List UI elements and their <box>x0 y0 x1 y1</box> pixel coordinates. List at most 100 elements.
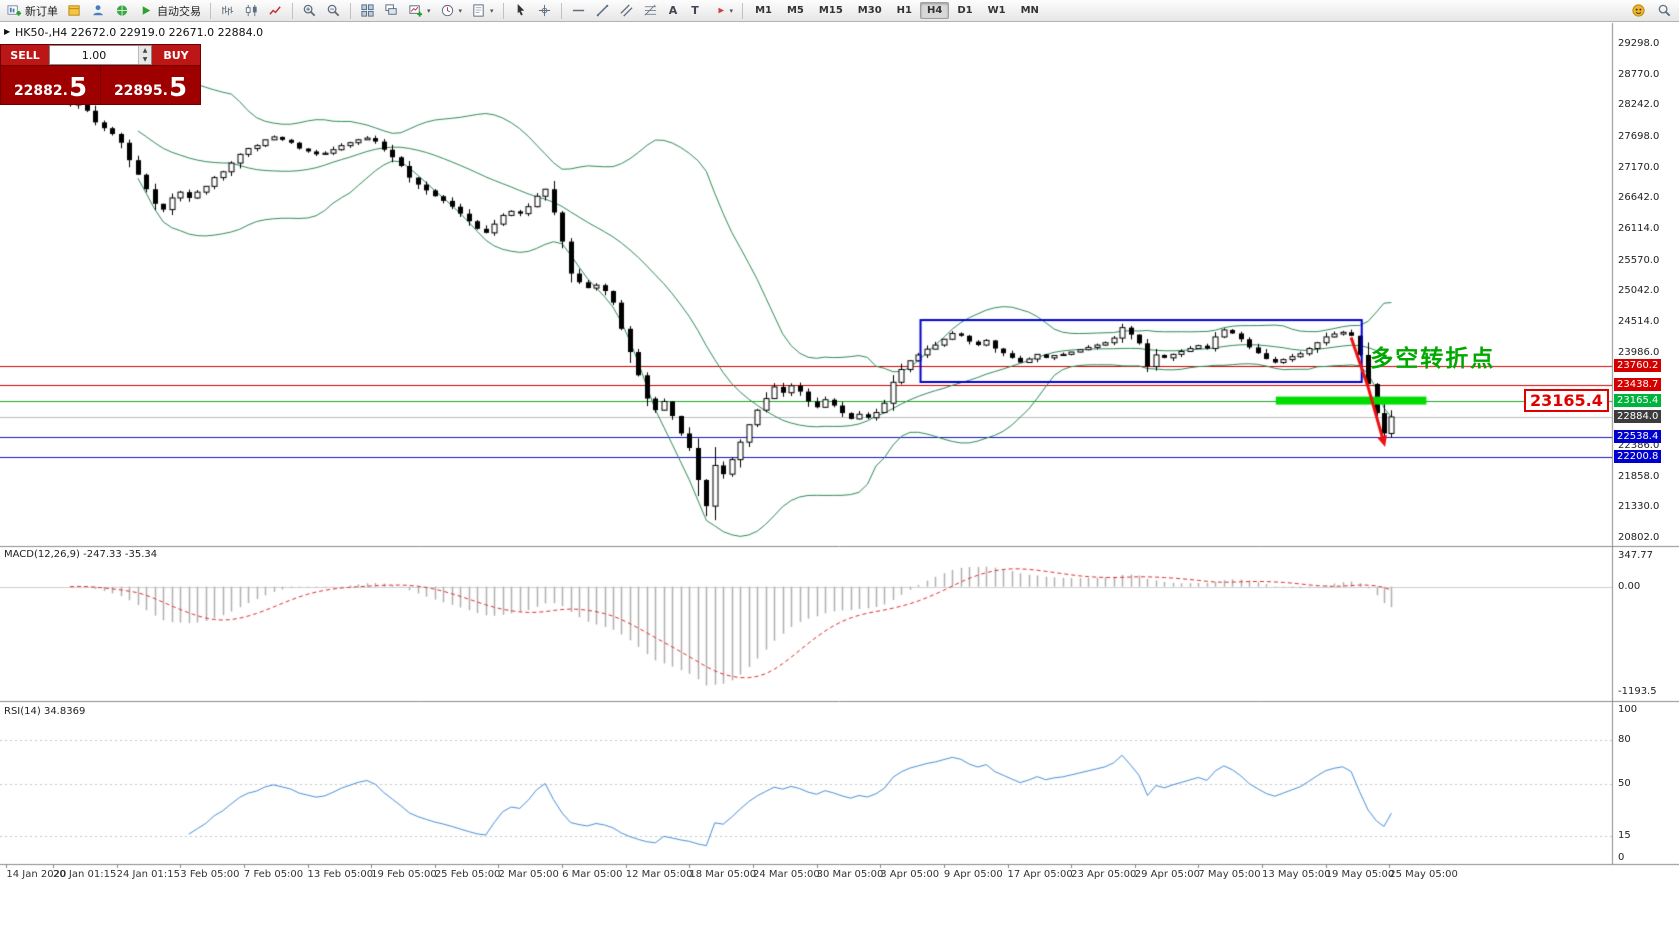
buy-price-frac: 5 <box>168 73 188 103</box>
sell-price[interactable]: 22882. 5 <box>1 66 100 104</box>
dropdown-caret-icon: ▾ <box>490 6 494 15</box>
contacts-button[interactable] <box>87 1 110 20</box>
time-axis-label: 30 Mar 05:00 <box>816 869 884 880</box>
text-icon: A <box>668 4 678 17</box>
timeframe-h4-button[interactable]: H4 <box>919 2 950 19</box>
price-axis-label: 27698.0 <box>1618 131 1660 143</box>
calendar-button[interactable] <box>63 1 86 20</box>
new-order-icon <box>7 5 22 16</box>
chart-line-button[interactable] <box>264 1 287 20</box>
price-axis-label: 20802.0 <box>1618 532 1660 543</box>
sell-price-frac: 5 <box>68 73 88 103</box>
cursor-icon <box>517 3 524 16</box>
toolbar-right-group <box>1627 1 1676 20</box>
sell-button[interactable]: SELL <box>1 45 49 65</box>
timeframe-m1-button[interactable]: M1 <box>755 5 772 16</box>
label-tool-button[interactable]: T <box>685 1 706 20</box>
profiles-button[interactable]: ▾ <box>436 1 467 20</box>
autotrading-button[interactable]: 自动交易 <box>135 1 205 20</box>
trendline-button[interactable] <box>591 1 614 20</box>
time-axis-label: 2 Mar 05:00 <box>498 869 559 880</box>
zoom-out-button[interactable] <box>322 1 345 20</box>
crosshair-icon <box>538 4 550 17</box>
time-axis-label: 18 Mar 05:00 <box>689 869 757 880</box>
price-tag: 22884.0 <box>1614 409 1662 423</box>
time-axis-label: 3 Apr 05:00 <box>880 869 940 880</box>
search-icon <box>1658 4 1671 17</box>
toolbar-separator <box>560 2 562 19</box>
timeframe-m5-button[interactable]: M5 <box>786 5 804 16</box>
macd-label: MACD(12,26,9) -247.33 -35.34 <box>4 549 158 560</box>
buy-button[interactable]: BUY <box>152 45 200 65</box>
rsi-axis-label: 0 <box>1618 852 1625 863</box>
price-axis-label: 26642.0 <box>1618 192 1660 204</box>
horizontal-line-button[interactable] <box>567 1 590 20</box>
templates-button[interactable]: ▾ <box>467 1 498 20</box>
community-icon <box>1632 4 1645 17</box>
tile-windows-icon <box>361 4 374 17</box>
dropdown-caret-icon: ▾ <box>427 6 431 15</box>
market-button[interactable] <box>111 1 134 20</box>
buy-price[interactable]: 22895. 5 <box>100 66 200 104</box>
volume-up-icon[interactable]: ▲ <box>139 46 151 55</box>
trendline-icon <box>596 4 608 17</box>
horizontal-line-icon <box>572 9 584 12</box>
timeframe-d1-button[interactable]: D1 <box>957 5 973 16</box>
time-axis-label: 3 Feb 05:00 <box>180 869 240 880</box>
timeframe-m15-button[interactable]: M15 <box>818 5 843 16</box>
candlestick-icon <box>245 4 257 17</box>
new-order-button[interactable]: 新订单 <box>3 1 62 20</box>
rsi-label: RSI(14) 34.8369 <box>4 706 86 717</box>
clock-icon <box>441 4 453 17</box>
time-axis-label: 13 May 05:00 <box>1262 869 1331 880</box>
time-axis-label: 25 May 05:00 <box>1389 869 1458 880</box>
toolbar-separator <box>742 2 744 19</box>
chart-bars-button[interactable] <box>216 1 239 20</box>
globe-icon <box>116 5 128 16</box>
panel-collapse-icon[interactable]: ▶ <box>4 27 11 36</box>
dropdown-caret-icon: ▾ <box>729 6 734 15</box>
time-axis-label: 17 Apr 05:00 <box>1007 869 1073 880</box>
autotrading-label: 自动交易 <box>157 4 201 18</box>
one-click-trading-panel: SELL ▲ ▼ BUY 22882.5 22895.5 <box>0 44 201 105</box>
text-tool-button[interactable]: A <box>663 1 684 20</box>
volume-stepper[interactable]: ▲ ▼ <box>138 46 151 64</box>
fibonacci-button[interactable] <box>639 1 662 20</box>
time-axis-label: 19 Feb 05:00 <box>371 869 437 880</box>
buy-price-main: 22895. <box>113 83 168 99</box>
volume-input[interactable] <box>50 46 138 64</box>
crosshair-button[interactable] <box>533 1 556 20</box>
cascade-windows-button[interactable] <box>380 1 403 20</box>
new-order-label: 新订单 <box>25 4 58 18</box>
search-button[interactable] <box>1653 1 1676 20</box>
chart-candles-button[interactable] <box>240 1 263 20</box>
volume-down-icon[interactable]: ▼ <box>139 55 151 64</box>
price-axis-label: 28770.0 <box>1618 68 1660 80</box>
price-axis-label: 21858.0 <box>1618 470 1660 482</box>
timeframe-mn-button[interactable]: MN <box>1020 5 1039 16</box>
time-axis-label: 13 Feb 05:00 <box>307 869 374 880</box>
fibonacci-icon <box>644 4 656 16</box>
dropdown-caret-icon: ▾ <box>458 6 463 15</box>
channel-icon <box>619 4 633 17</box>
new-chart-button[interactable]: ▾ <box>404 1 435 20</box>
timeframe-m30-button[interactable]: M30 <box>857 5 882 16</box>
timeframe-w1-button[interactable]: W1 <box>987 5 1006 16</box>
shapes-button[interactable]: ▾ <box>707 1 738 20</box>
time-axis-label: 20 Jan 01:15 <box>53 869 117 880</box>
price-axis-label: 24514.0 <box>1618 316 1660 328</box>
bar-chart-icon <box>222 5 234 16</box>
new-chart-icon <box>409 5 423 17</box>
channel-button[interactable] <box>615 1 638 20</box>
price-axis-label: 26114.0 <box>1618 223 1660 235</box>
community-button[interactable] <box>1627 1 1650 20</box>
tile-windows-button[interactable] <box>356 1 379 20</box>
timeframe-h1-button[interactable]: H1 <box>896 5 912 16</box>
chart-title: HK50-,H4 22672.0 22919.0 22671.0 22884.0 <box>15 26 264 39</box>
price-axis-label: 29298.0 <box>1618 38 1660 49</box>
cursor-button[interactable] <box>509 1 532 20</box>
zoom-out-icon <box>327 4 340 17</box>
zoom-in-button[interactable] <box>298 1 321 20</box>
toolbar-separator <box>292 2 293 19</box>
